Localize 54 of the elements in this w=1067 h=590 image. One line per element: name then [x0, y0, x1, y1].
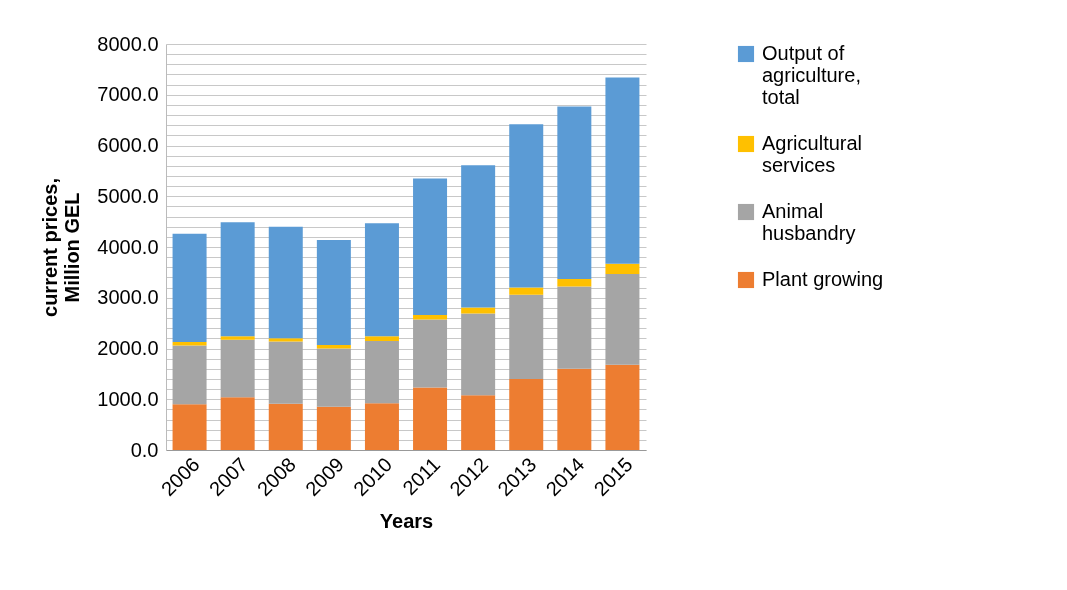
- bar: [461, 165, 496, 308]
- y-tick-label: 4000.0: [97, 235, 159, 258]
- legend-label: Output of agriculture, total: [762, 42, 861, 108]
- bar: [413, 319, 448, 388]
- y-tick-label: 5000.0: [97, 184, 159, 207]
- bar: [557, 278, 592, 287]
- y-tick-label: 2000.0: [97, 337, 159, 359]
- y-tick-label: 3000.0: [97, 286, 159, 309]
- bar: [509, 294, 544, 379]
- bar: [509, 124, 544, 288]
- bar: [509, 378, 544, 450]
- bar: [364, 223, 399, 337]
- bar: [413, 315, 448, 320]
- bar: [461, 313, 496, 396]
- y-tick-label: 0.0: [130, 438, 159, 461]
- legend-label: Plant growing: [762, 268, 884, 290]
- bar: [364, 340, 399, 404]
- bar: [172, 345, 207, 405]
- bar: [364, 403, 399, 450]
- bar: [316, 406, 351, 450]
- y-tick-label: 6000.0: [97, 134, 159, 156]
- bar: [605, 273, 640, 365]
- bar: [172, 233, 207, 342]
- bar: [172, 404, 207, 450]
- bar: [220, 222, 255, 337]
- bar: [268, 341, 303, 404]
- bar: [220, 397, 255, 450]
- y-tick-label: 7000.0: [97, 83, 159, 106]
- y-axis-title: current prices, Million GEL: [39, 178, 84, 317]
- bar: [220, 336, 255, 340]
- bar: [220, 339, 255, 398]
- bar: [316, 344, 351, 349]
- bar: [268, 226, 303, 339]
- x-axis-title: Years: [379, 510, 434, 533]
- bar: [605, 364, 640, 450]
- bar: [316, 348, 351, 407]
- bar: [557, 106, 592, 279]
- bar: [413, 178, 448, 316]
- bar: [557, 286, 592, 369]
- bar: [413, 387, 448, 450]
- bar: [364, 336, 399, 341]
- bar: [268, 403, 303, 450]
- bar: [461, 307, 496, 314]
- bar: [316, 239, 351, 345]
- y-tick-label: 1000.0: [97, 387, 159, 410]
- bar: [509, 287, 544, 295]
- legend-label: Animal husbandry: [762, 200, 856, 244]
- bar: [461, 395, 496, 450]
- bar: [268, 338, 303, 342]
- bar: [557, 368, 592, 450]
- bar: [605, 263, 640, 274]
- bar: [605, 77, 640, 264]
- legend-label: Agricultural services: [762, 132, 863, 176]
- y-tick-label: 8000.0: [97, 32, 159, 55]
